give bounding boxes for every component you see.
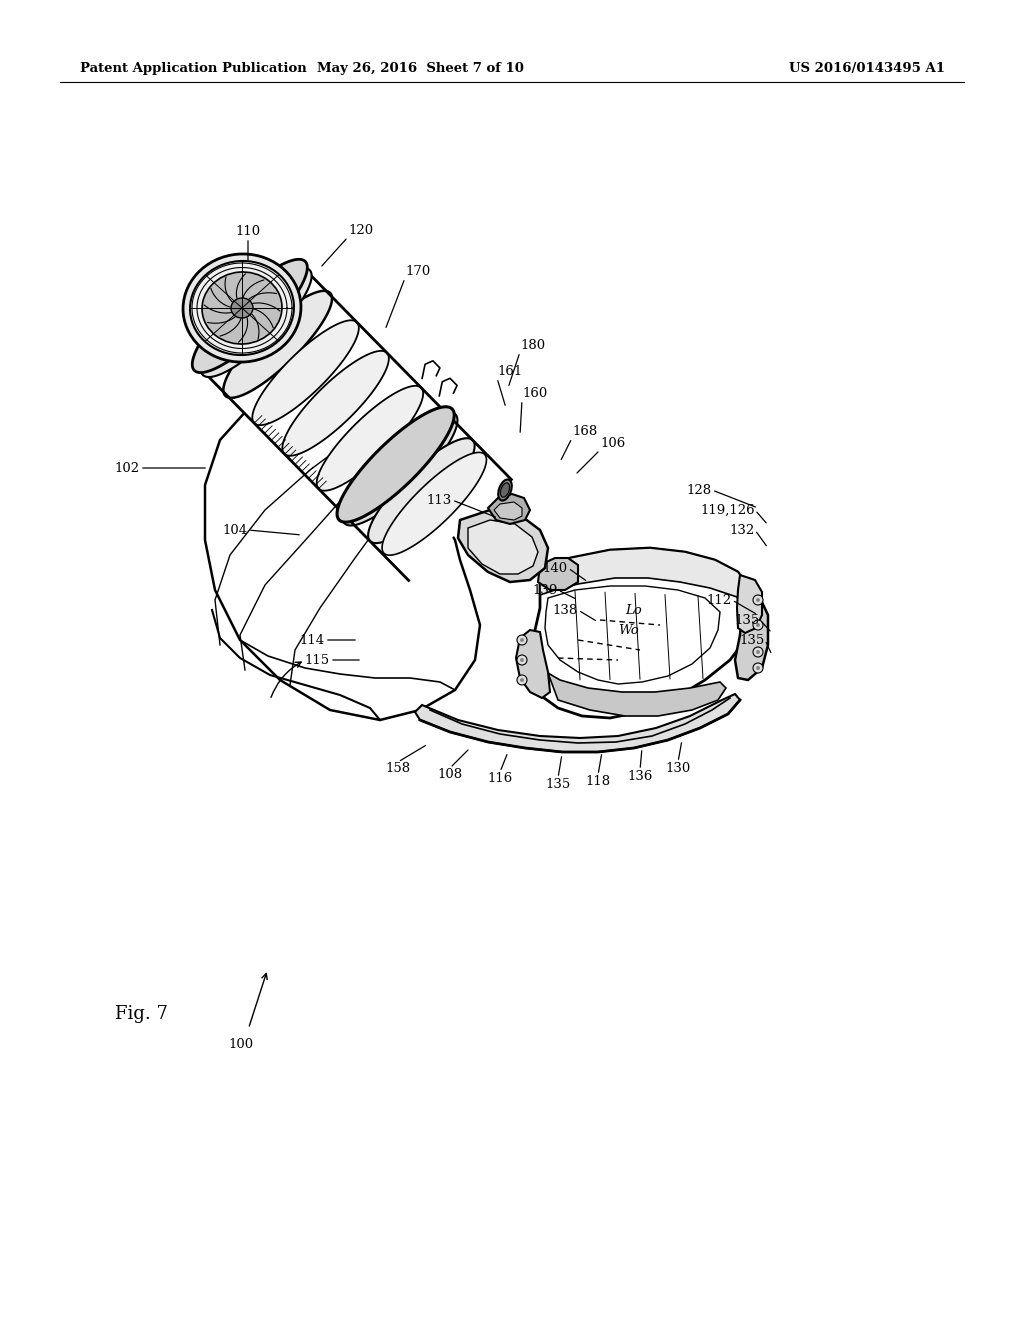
- Text: 135: 135: [735, 614, 760, 627]
- Ellipse shape: [231, 298, 253, 318]
- Circle shape: [756, 649, 760, 653]
- Circle shape: [517, 655, 527, 665]
- Polygon shape: [195, 261, 511, 581]
- Text: Lo: Lo: [625, 603, 642, 616]
- Polygon shape: [368, 438, 475, 543]
- Polygon shape: [530, 548, 752, 718]
- Text: 114: 114: [300, 634, 325, 647]
- Circle shape: [753, 595, 763, 605]
- Text: 140: 140: [543, 561, 568, 574]
- Polygon shape: [737, 576, 762, 634]
- Ellipse shape: [501, 483, 510, 498]
- Polygon shape: [540, 548, 750, 598]
- Text: May 26, 2016  Sheet 7 of 10: May 26, 2016 Sheet 7 of 10: [316, 62, 523, 75]
- Ellipse shape: [183, 253, 301, 362]
- Text: 100: 100: [228, 1038, 253, 1051]
- Text: 168: 168: [572, 425, 597, 438]
- Text: 135: 135: [739, 634, 765, 647]
- Circle shape: [517, 635, 527, 645]
- Circle shape: [753, 647, 763, 657]
- Text: 160: 160: [522, 387, 547, 400]
- Text: 119,126: 119,126: [700, 503, 755, 516]
- Text: 130: 130: [666, 762, 690, 775]
- Polygon shape: [494, 502, 522, 520]
- Polygon shape: [538, 558, 578, 590]
- Ellipse shape: [202, 272, 282, 345]
- Ellipse shape: [499, 479, 512, 500]
- Polygon shape: [468, 520, 538, 574]
- Text: 180: 180: [520, 339, 545, 352]
- Text: 104: 104: [223, 524, 248, 536]
- Ellipse shape: [190, 261, 294, 355]
- Text: 128: 128: [687, 483, 712, 496]
- Text: 118: 118: [586, 775, 610, 788]
- Polygon shape: [548, 673, 726, 715]
- Polygon shape: [252, 321, 358, 425]
- Circle shape: [520, 678, 524, 682]
- Polygon shape: [283, 351, 389, 455]
- Polygon shape: [382, 453, 486, 556]
- Circle shape: [520, 657, 524, 663]
- Polygon shape: [545, 586, 720, 684]
- Text: 158: 158: [385, 762, 411, 775]
- Text: 136: 136: [628, 770, 652, 783]
- Circle shape: [753, 620, 763, 630]
- Text: 112: 112: [707, 594, 732, 606]
- Text: Wo: Wo: [618, 623, 639, 636]
- Text: Fig. 7: Fig. 7: [115, 1005, 168, 1023]
- Text: Patent Application Publication: Patent Application Publication: [80, 62, 307, 75]
- Polygon shape: [735, 590, 768, 680]
- Polygon shape: [488, 494, 530, 524]
- Text: 113: 113: [427, 494, 452, 507]
- Text: 110: 110: [236, 224, 260, 238]
- Polygon shape: [193, 259, 307, 372]
- Text: 161: 161: [497, 366, 522, 378]
- Circle shape: [756, 623, 760, 627]
- Text: 139: 139: [532, 583, 558, 597]
- Circle shape: [756, 667, 760, 671]
- Circle shape: [517, 675, 527, 685]
- Text: 115: 115: [305, 653, 330, 667]
- Text: 116: 116: [487, 772, 513, 785]
- Polygon shape: [342, 412, 458, 525]
- Polygon shape: [223, 290, 332, 397]
- Polygon shape: [458, 510, 548, 582]
- Text: 106: 106: [600, 437, 626, 450]
- Text: 120: 120: [348, 224, 373, 238]
- Text: 138: 138: [553, 603, 578, 616]
- Text: 135: 135: [546, 777, 570, 791]
- Polygon shape: [516, 630, 550, 698]
- Polygon shape: [415, 694, 740, 752]
- Text: 102: 102: [115, 462, 140, 474]
- Circle shape: [756, 598, 760, 602]
- Text: US 2016/0143495 A1: US 2016/0143495 A1: [790, 62, 945, 75]
- Text: 170: 170: [406, 265, 430, 279]
- Polygon shape: [337, 407, 455, 523]
- Circle shape: [753, 663, 763, 673]
- Polygon shape: [201, 268, 311, 378]
- Polygon shape: [205, 405, 480, 719]
- Text: 108: 108: [437, 768, 463, 781]
- Circle shape: [520, 638, 524, 642]
- Polygon shape: [316, 385, 423, 491]
- Text: 132: 132: [730, 524, 755, 536]
